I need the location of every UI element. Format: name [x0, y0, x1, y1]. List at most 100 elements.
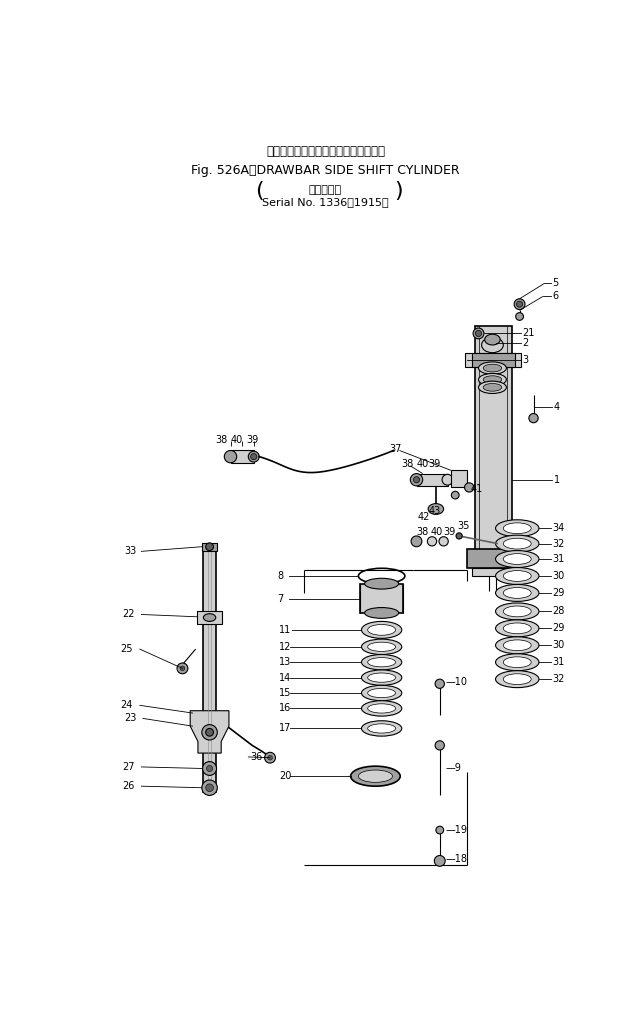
Polygon shape — [190, 711, 229, 753]
Circle shape — [436, 826, 444, 834]
Ellipse shape — [483, 383, 502, 391]
Circle shape — [473, 329, 484, 339]
Bar — [465, 353, 521, 366]
Circle shape — [451, 491, 459, 499]
Circle shape — [529, 414, 538, 423]
Ellipse shape — [351, 767, 400, 786]
Text: 5: 5 — [552, 279, 558, 288]
Text: 29: 29 — [552, 588, 565, 598]
Ellipse shape — [495, 670, 539, 687]
Text: 33: 33 — [124, 547, 137, 557]
Circle shape — [206, 766, 213, 772]
Bar — [472, 568, 515, 576]
Circle shape — [251, 453, 257, 459]
Text: 1: 1 — [554, 475, 560, 485]
Text: 32: 32 — [552, 674, 565, 684]
Ellipse shape — [504, 657, 531, 667]
Ellipse shape — [361, 701, 402, 716]
Ellipse shape — [358, 770, 392, 783]
Text: 27: 27 — [122, 762, 135, 772]
Text: 16: 16 — [279, 704, 291, 714]
Text: 29: 29 — [552, 624, 565, 634]
Ellipse shape — [485, 335, 500, 345]
Text: 30: 30 — [552, 571, 565, 581]
Text: 31: 31 — [552, 657, 565, 667]
Circle shape — [413, 477, 420, 483]
Bar — [202, 542, 217, 551]
Text: 15: 15 — [279, 689, 291, 698]
Ellipse shape — [368, 642, 396, 651]
Ellipse shape — [361, 622, 402, 639]
Circle shape — [435, 679, 444, 689]
Circle shape — [439, 536, 448, 546]
Text: 42: 42 — [418, 512, 431, 521]
Ellipse shape — [203, 613, 216, 622]
Circle shape — [206, 784, 213, 792]
Ellipse shape — [368, 673, 396, 682]
Ellipse shape — [495, 620, 539, 637]
Text: (: ( — [255, 180, 264, 201]
Text: 11: 11 — [279, 625, 291, 635]
Ellipse shape — [504, 554, 531, 565]
Text: 43: 43 — [428, 506, 441, 515]
Text: 39: 39 — [428, 459, 441, 469]
Text: 40: 40 — [231, 435, 243, 445]
Text: 30: 30 — [552, 640, 565, 650]
Text: 37: 37 — [389, 444, 402, 454]
Text: 8: 8 — [277, 571, 283, 581]
Ellipse shape — [368, 704, 396, 713]
Ellipse shape — [364, 607, 399, 619]
Text: 20: 20 — [279, 772, 291, 781]
Text: ): ) — [395, 180, 403, 201]
Ellipse shape — [428, 504, 444, 514]
Ellipse shape — [495, 603, 539, 620]
Ellipse shape — [483, 364, 502, 372]
Text: 2: 2 — [523, 338, 529, 348]
Ellipse shape — [504, 538, 531, 549]
Text: 12: 12 — [279, 642, 291, 652]
Ellipse shape — [368, 689, 396, 698]
Bar — [231, 450, 254, 462]
Circle shape — [516, 312, 523, 320]
Circle shape — [456, 533, 462, 539]
Bar — [360, 584, 403, 612]
Ellipse shape — [481, 338, 504, 353]
Ellipse shape — [504, 640, 531, 651]
Circle shape — [434, 856, 445, 866]
Ellipse shape — [361, 654, 402, 670]
Ellipse shape — [504, 673, 531, 684]
Ellipse shape — [504, 523, 531, 533]
Text: 32: 32 — [552, 538, 565, 549]
Ellipse shape — [495, 568, 539, 584]
Ellipse shape — [368, 625, 396, 635]
Text: 40: 40 — [431, 527, 443, 537]
Text: 38: 38 — [417, 527, 429, 537]
Circle shape — [410, 474, 423, 486]
Circle shape — [442, 475, 453, 485]
Bar — [472, 353, 515, 366]
Ellipse shape — [495, 535, 539, 552]
Text: 23: 23 — [124, 714, 137, 723]
Text: —10: —10 — [445, 677, 467, 687]
Text: 40: 40 — [417, 459, 429, 469]
Text: Serial No. 1336～1915）: Serial No. 1336～1915） — [262, 197, 389, 207]
Circle shape — [206, 542, 213, 551]
Text: 25: 25 — [121, 644, 133, 654]
Circle shape — [224, 450, 237, 462]
Text: 22: 22 — [122, 609, 135, 620]
Text: 24: 24 — [121, 701, 133, 711]
Text: 26: 26 — [122, 781, 135, 791]
Ellipse shape — [504, 606, 531, 617]
Bar — [197, 610, 222, 625]
Circle shape — [265, 752, 276, 764]
Ellipse shape — [479, 362, 506, 374]
Ellipse shape — [479, 373, 506, 385]
Text: 3: 3 — [523, 355, 529, 365]
Text: 13: 13 — [279, 657, 291, 667]
Ellipse shape — [368, 658, 396, 667]
Ellipse shape — [495, 654, 539, 670]
Text: （適用号機: （適用号機 — [309, 185, 342, 195]
Text: —18: —18 — [445, 855, 467, 864]
Circle shape — [411, 536, 422, 547]
Ellipse shape — [361, 670, 402, 685]
